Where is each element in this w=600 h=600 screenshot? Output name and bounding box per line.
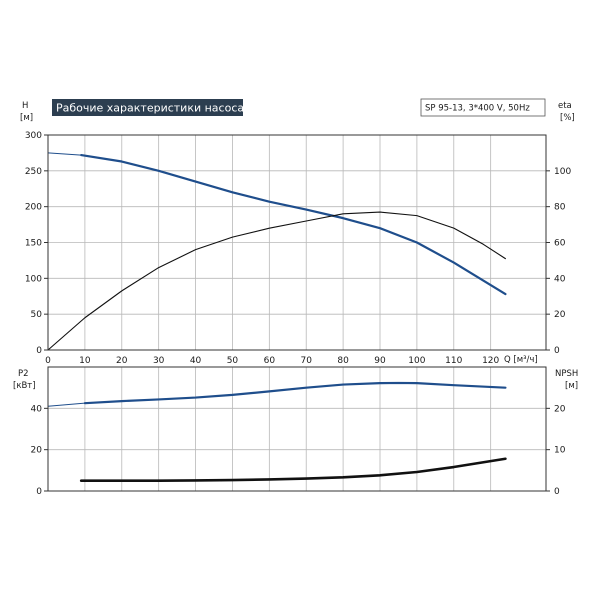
y-left-tick-label: 40 xyxy=(31,404,43,414)
x-tick-label: 120 xyxy=(482,356,499,366)
y-left-tick-label: 20 xyxy=(31,446,43,456)
y-left-tick-label: 50 xyxy=(31,310,43,320)
y-right-tick-label: 20 xyxy=(554,310,566,320)
series-line-1-0 xyxy=(83,381,507,405)
y-right-tick-label: 0 xyxy=(554,487,560,497)
y-right-tick-label: 60 xyxy=(554,239,566,249)
y-right-tick-label: 40 xyxy=(554,274,566,284)
y-right-tick-label: 100 xyxy=(554,167,571,177)
x-tick-label: 100 xyxy=(408,356,425,366)
y-left-tick-label: 100 xyxy=(25,274,42,284)
x-tick-label: 30 xyxy=(153,356,165,366)
x-tick-label: 0 xyxy=(45,356,51,366)
model-box xyxy=(420,98,546,117)
series-line-1-1 xyxy=(79,457,507,482)
x-tick-label: 40 xyxy=(190,356,202,366)
y-left-tick-label: 200 xyxy=(25,203,42,213)
chart-subtitle: SP 95-13, 3*400 V, 50Hz xyxy=(425,104,530,114)
series-line-0-1 xyxy=(47,211,506,351)
x-tick-label: 60 xyxy=(264,356,276,366)
y-right-unit-top: [%] xyxy=(560,113,575,123)
y-left-unit-top: [м] xyxy=(20,113,33,123)
y-left-tick-label: 300 xyxy=(25,131,42,141)
grid-layer xyxy=(48,134,546,491)
x-tick-label: 70 xyxy=(300,356,312,366)
y-right-unit-bottom: [м] xyxy=(565,381,578,391)
series-lead-segment xyxy=(47,402,85,407)
x-axis-label: Q [м³/ч] xyxy=(504,355,538,365)
y-left-label-top: H xyxy=(22,101,28,111)
y-left-tick-label: 0 xyxy=(36,346,42,356)
chart-title: Рабочие характеристики насоса xyxy=(56,102,244,115)
series-lead-segment xyxy=(47,152,82,156)
x-tick-label: 20 xyxy=(116,356,128,366)
x-tick-label: 80 xyxy=(337,356,349,366)
x-tick-label: 50 xyxy=(227,356,239,366)
y-left-unit-bottom: [кВт] xyxy=(13,381,36,391)
title-box xyxy=(52,99,243,116)
x-tick-label: 110 xyxy=(445,356,462,366)
series-line-0-0 xyxy=(80,153,507,296)
y-right-label-bottom: NPSH xyxy=(555,369,578,379)
x-tick-label: 10 xyxy=(79,356,91,366)
y-left-tick-label: 0 xyxy=(36,487,42,497)
text-layer: Рабочие характеристики насоса SP 95-13, … xyxy=(13,98,578,497)
plot-frame xyxy=(47,134,547,351)
series-layer xyxy=(47,152,507,482)
y-right-tick-label: 10 xyxy=(554,446,566,456)
plot-frame xyxy=(47,366,547,492)
y-left-label-bottom: P2 xyxy=(18,369,29,379)
x-tick-label: 90 xyxy=(374,356,386,366)
y-right-label-top: eta xyxy=(558,101,572,111)
y-left-tick-label: 150 xyxy=(25,239,42,249)
y-right-tick-label: 80 xyxy=(554,203,566,213)
y-right-tick-label: 0 xyxy=(554,346,560,356)
frame-layer xyxy=(44,134,550,492)
y-right-tick-label: 20 xyxy=(554,404,566,414)
y-left-tick-label: 250 xyxy=(25,167,42,177)
